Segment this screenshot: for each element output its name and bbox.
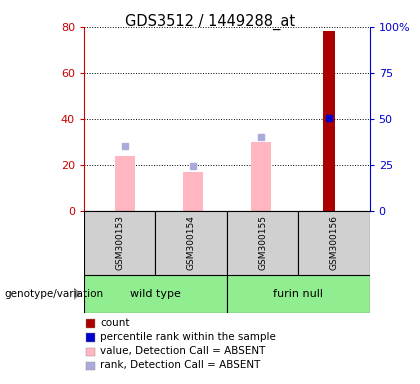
Bar [155,211,227,275]
Text: wild type: wild type [130,289,181,299]
Text: percentile rank within the sample: percentile rank within the sample [100,332,276,342]
Text: GDS3512 / 1449288_at: GDS3512 / 1449288_at [125,13,295,30]
Text: value, Detection Call = ABSENT: value, Detection Call = ABSENT [100,346,266,356]
Text: GSM300154: GSM300154 [186,215,196,270]
Bar [323,31,335,211]
Polygon shape [74,287,81,300]
Text: furin null: furin null [273,289,323,299]
Bar [251,142,271,211]
Text: GSM300153: GSM300153 [115,215,124,270]
Text: count: count [100,318,130,328]
Bar [84,211,155,275]
Text: GSM300156: GSM300156 [329,215,339,270]
Text: rank, Detection Call = ABSENT: rank, Detection Call = ABSENT [100,360,261,370]
Bar [183,172,203,211]
Text: genotype/variation: genotype/variation [4,289,103,299]
Bar [84,275,227,313]
Text: GSM300155: GSM300155 [258,215,267,270]
Bar [227,275,370,313]
Bar [115,156,135,211]
Bar [227,211,298,275]
Bar [298,211,370,275]
